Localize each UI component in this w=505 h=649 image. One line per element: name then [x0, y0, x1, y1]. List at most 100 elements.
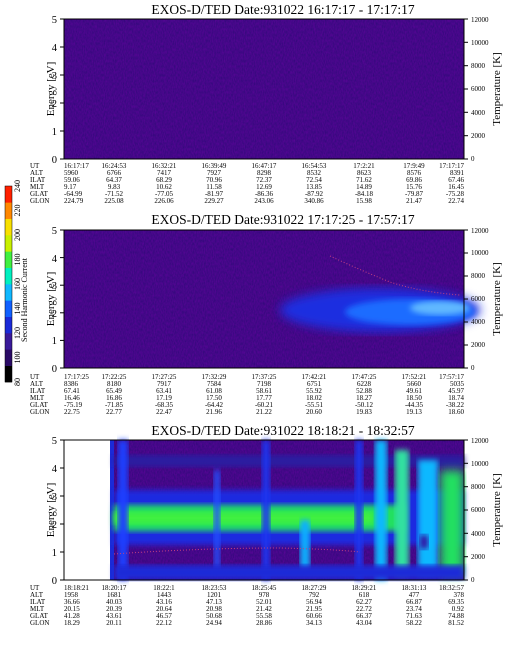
table-cell: 58.61 [256, 387, 272, 395]
table-cell: 20.98 [206, 605, 222, 613]
y-right-tick-label: 0 [471, 155, 475, 163]
colorbar-tick-label: 140 [13, 303, 22, 315]
table-cell: 9.83 [108, 183, 121, 191]
table-cell: 18.29 [64, 619, 80, 627]
table-cell: 243.06 [254, 197, 274, 205]
panel-2-info-table: UT ALT ILAT MLT GLAT GLON 17:17:25838667… [30, 373, 465, 416]
colorbar-step [5, 300, 12, 317]
y-right-tick-label: 12000 [471, 437, 489, 445]
table-cell: 22.47 [156, 408, 172, 416]
table-cell: 5960 [64, 169, 79, 177]
panel-1: EXOS-D/TED Date:931022 16:17:17 - 17:17:… [30, 2, 503, 205]
table-cell: 58.22 [406, 619, 422, 627]
table-cell: 21.42 [256, 605, 272, 613]
y-tick-label: 0 [52, 364, 57, 375]
table-cell: 46.57 [156, 612, 172, 620]
panel-3-no-data-region [64, 440, 110, 580]
table-cell: 67.46 [448, 176, 464, 184]
table-cell: 17:57:17 [439, 373, 464, 381]
row-label: GLAT [30, 612, 49, 620]
table-cell: -75.19 [64, 401, 83, 409]
table-cell: 978 [259, 591, 270, 599]
y-right-tick-label: 4000 [471, 530, 486, 538]
colorbar-step [5, 267, 12, 285]
table-cell: 36.66 [64, 598, 80, 606]
table-cell: 72.37 [256, 176, 272, 184]
table-cell: 18:23:53 [202, 584, 227, 592]
table-cell: 21.47 [406, 197, 422, 205]
table-cell: 18.27 [356, 394, 372, 402]
y-right-tick-label: 4000 [471, 318, 486, 326]
table-cell: -79.87 [405, 190, 424, 198]
table-cell: 18:20:17 [102, 584, 127, 592]
y-right-tick-label: 10000 [471, 39, 489, 47]
row-label: GLAT [30, 401, 49, 409]
row-label: ALT [30, 591, 44, 599]
table-cell: 17:42:21 [302, 373, 327, 381]
row-label: GLON [30, 408, 49, 416]
table-cell: 20.60 [306, 408, 322, 416]
table-cell: 15.98 [356, 197, 372, 205]
table-cell: 792 [309, 591, 320, 599]
panel-3-title: EXOS-D/TED Date:931022 18:18:21 - 18:32:… [151, 423, 414, 438]
table-cell: 8532 [307, 169, 322, 177]
y-tick-label: 1 [52, 548, 57, 559]
table-cell: 72.54 [306, 176, 322, 184]
table-cell: 18:29:21 [352, 584, 377, 592]
table-cell: 17:2:21 [353, 162, 375, 170]
table-cell: 71.62 [356, 176, 372, 184]
table-cell: 17.50 [206, 394, 222, 402]
table-cell: 8576 [407, 169, 422, 177]
table-cell: 6751 [307, 380, 322, 388]
y-tick-label: 1 [52, 127, 57, 138]
y-right-tick-label: 12000 [471, 16, 489, 24]
table-cell: 18.74 [448, 394, 464, 402]
row-label: MLT [30, 394, 45, 402]
panel-2-enhancement [280, 288, 480, 332]
row-label: ILAT [30, 387, 46, 395]
table-cell: 21.95 [306, 605, 322, 613]
table-cell: 71.63 [406, 612, 422, 620]
y-tick-label: 2 [52, 520, 57, 531]
table-cell: -71.85 [105, 401, 124, 409]
table-cell: 5660 [407, 380, 422, 388]
colorbar-tick-label: 160 [13, 278, 22, 290]
table-cell: 13.85 [306, 183, 322, 191]
table-cell: -64.42 [205, 401, 224, 409]
table-cell: 11.58 [206, 183, 222, 191]
table-cell: 18.60 [448, 408, 464, 416]
panel-3-features [64, 440, 464, 580]
row-label: GLAT [30, 190, 49, 198]
colorbar-step [5, 316, 12, 334]
table-cell: 17:27:25 [152, 373, 177, 381]
row-label: GLON [30, 619, 49, 627]
y-tick-label: 0 [52, 576, 57, 587]
table-cell: 8391 [450, 169, 465, 177]
colorbar-tick-label: 200 [13, 229, 22, 241]
y-tick-label: 4 [52, 43, 58, 54]
table-cell: 66.87 [406, 598, 422, 606]
y-tick-label: 5 [52, 226, 57, 237]
y-right-tick-label: 8000 [471, 62, 486, 70]
y-tick-label: 3 [52, 492, 57, 503]
table-cell: 18.50 [406, 394, 422, 402]
table-cell: 229.27 [204, 197, 224, 205]
table-cell: 59.06 [64, 176, 80, 184]
table-cell: 41.28 [64, 612, 80, 620]
table-cell: 340.86 [304, 197, 324, 205]
table-cell: 18:31:13 [402, 584, 427, 592]
y-tick-label: 5 [52, 15, 57, 26]
table-cell: 18:27:29 [302, 584, 327, 592]
table-cell: 16:17:17 [64, 162, 89, 170]
y-right-tick-label: 8000 [471, 272, 486, 280]
row-label: ALT [30, 169, 44, 177]
table-cell: 65.49 [106, 387, 122, 395]
table-cell: 17:32:29 [202, 373, 227, 381]
y-right-tick-label: 0 [471, 364, 475, 372]
y-right-tick-label: 10000 [471, 460, 489, 468]
table-cell: 5035 [450, 380, 465, 388]
table-cell: 19.83 [356, 408, 372, 416]
colorbar-ticks: 80 100 120 140 160 180 200 220 240 [13, 180, 22, 386]
table-cell: 1958 [64, 591, 79, 599]
